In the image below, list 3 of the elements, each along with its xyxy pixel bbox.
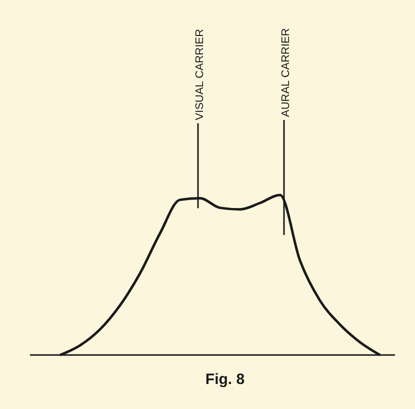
text: Fig. 8 [205, 371, 245, 388]
text: AURAL CARRIER [280, 28, 292, 117]
text: VISUAL CARRIER [194, 28, 206, 120]
